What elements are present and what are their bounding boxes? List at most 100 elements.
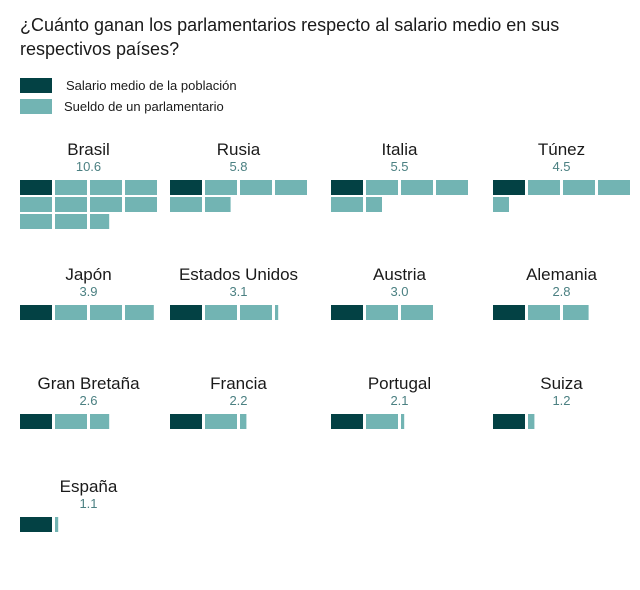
block-parliamentarian-salary bbox=[528, 305, 560, 320]
country-name: Túnez bbox=[538, 140, 585, 159]
block-parliamentarian-salary bbox=[205, 197, 231, 212]
block-parliamentarian-salary bbox=[125, 305, 154, 320]
country-value-label: 5.5 bbox=[390, 159, 408, 174]
block-parliamentarian-salary bbox=[563, 180, 595, 195]
block-parliamentarian-salary bbox=[55, 180, 87, 195]
block-average-salary bbox=[20, 305, 52, 320]
block-parliamentarian-salary bbox=[563, 305, 589, 320]
block-parliamentarian-salary bbox=[55, 517, 59, 532]
block-average-salary bbox=[20, 517, 52, 532]
country-name: Japón bbox=[65, 265, 111, 284]
block-parliamentarian-salary bbox=[401, 305, 433, 320]
country-value-label: 2.8 bbox=[552, 284, 570, 299]
country-name: Portugal bbox=[368, 374, 431, 393]
block-average-salary bbox=[170, 180, 202, 195]
country-value-label: 3.9 bbox=[79, 284, 97, 299]
block-parliamentarian-salary bbox=[90, 197, 122, 212]
block-parliamentarian-salary bbox=[205, 305, 237, 320]
country-value-label: 3.0 bbox=[390, 284, 408, 299]
block-parliamentarian-salary bbox=[90, 305, 122, 320]
country-value-label: 2.2 bbox=[229, 393, 247, 408]
country-value-label: 1.1 bbox=[79, 496, 97, 511]
block-parliamentarian-salary bbox=[366, 305, 398, 320]
legend-swatch-average-salary bbox=[20, 78, 52, 93]
country-value-label: 10.6 bbox=[76, 159, 101, 174]
block-parliamentarian-salary bbox=[205, 180, 237, 195]
block-parliamentarian-salary bbox=[240, 305, 272, 320]
country-name: Brasil bbox=[67, 140, 110, 159]
block-average-salary bbox=[170, 414, 202, 429]
block-average-salary bbox=[331, 305, 363, 320]
block-parliamentarian-salary bbox=[331, 197, 363, 212]
country-value-label: 5.8 bbox=[229, 159, 247, 174]
legend-swatch-parliamentarian-salary bbox=[20, 99, 52, 114]
block-parliamentarian-salary bbox=[493, 197, 509, 212]
country-name: Alemania bbox=[526, 265, 597, 284]
block-average-salary bbox=[331, 180, 363, 195]
chart-title: ¿Cuánto ganan los parlamentarios respect… bbox=[20, 15, 560, 59]
block-parliamentarian-salary bbox=[20, 214, 52, 229]
block-parliamentarian-salary bbox=[90, 180, 122, 195]
block-average-salary bbox=[493, 180, 525, 195]
block-parliamentarian-salary bbox=[170, 197, 202, 212]
country-name: Gran Bretaña bbox=[37, 374, 140, 393]
block-average-salary bbox=[20, 180, 52, 195]
block-parliamentarian-salary bbox=[401, 414, 405, 429]
block-parliamentarian-salary bbox=[528, 180, 560, 195]
block-parliamentarian-salary bbox=[90, 214, 110, 229]
country-name: España bbox=[60, 477, 118, 496]
block-parliamentarian-salary bbox=[401, 180, 433, 195]
block-parliamentarian-salary bbox=[205, 414, 237, 429]
block-average-salary bbox=[493, 305, 525, 320]
country-name: Estados Unidos bbox=[179, 265, 298, 284]
legend-label-average-salary: Salario medio de la población bbox=[66, 78, 237, 93]
country-value-label: 4.5 bbox=[552, 159, 570, 174]
block-parliamentarian-salary bbox=[366, 414, 398, 429]
country-value-label: 3.1 bbox=[229, 284, 247, 299]
country-name: Francia bbox=[210, 374, 267, 393]
country-name: Rusia bbox=[217, 140, 261, 159]
block-parliamentarian-salary bbox=[20, 197, 52, 212]
country-name: Suiza bbox=[540, 374, 583, 393]
block-parliamentarian-salary bbox=[598, 180, 630, 195]
country-name: Austria bbox=[373, 265, 426, 284]
block-parliamentarian-salary bbox=[55, 305, 87, 320]
block-parliamentarian-salary bbox=[436, 180, 468, 195]
block-parliamentarian-salary bbox=[366, 197, 382, 212]
block-parliamentarian-salary bbox=[240, 414, 247, 429]
block-parliamentarian-salary bbox=[125, 197, 157, 212]
block-parliamentarian-salary bbox=[55, 414, 87, 429]
block-average-salary bbox=[331, 414, 363, 429]
block-average-salary bbox=[20, 414, 52, 429]
block-parliamentarian-salary bbox=[55, 214, 87, 229]
block-parliamentarian-salary bbox=[366, 180, 398, 195]
block-parliamentarian-salary bbox=[275, 180, 307, 195]
block-average-salary bbox=[493, 414, 525, 429]
block-parliamentarian-salary bbox=[275, 305, 279, 320]
block-average-salary bbox=[170, 305, 202, 320]
legend-label-parliamentarian-salary: Sueldo de un parlamentario bbox=[64, 99, 224, 114]
country-value-label: 2.1 bbox=[390, 393, 408, 408]
block-parliamentarian-salary bbox=[240, 180, 272, 195]
country-value-label: 2.6 bbox=[79, 393, 97, 408]
block-parliamentarian-salary bbox=[55, 197, 87, 212]
country-value-label: 1.2 bbox=[552, 393, 570, 408]
block-parliamentarian-salary bbox=[125, 180, 157, 195]
block-parliamentarian-salary bbox=[90, 414, 110, 429]
block-parliamentarian-salary bbox=[528, 414, 535, 429]
country-name: Italia bbox=[382, 140, 418, 159]
